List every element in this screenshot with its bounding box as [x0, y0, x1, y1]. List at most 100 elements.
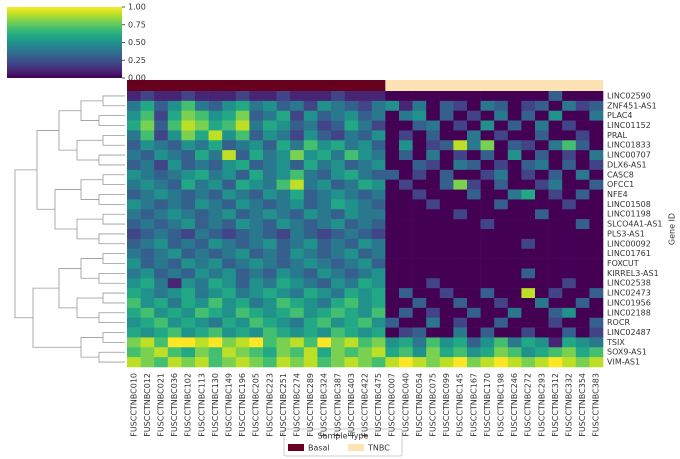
cell: [507, 219, 522, 230]
cell: [317, 347, 332, 358]
column-label: FUSCCTNBC021: [157, 373, 166, 437]
cell: [548, 100, 563, 112]
cell: [195, 317, 209, 328]
cell: [385, 307, 400, 319]
cell: [235, 169, 250, 181]
cell: [467, 238, 481, 250]
cell: [439, 238, 454, 250]
cell: [480, 357, 495, 368]
cell: [589, 317, 604, 328]
cell: [331, 160, 345, 171]
cell: [385, 357, 400, 368]
cell: [426, 357, 441, 368]
cell: [222, 110, 237, 121]
cell: [358, 179, 373, 190]
cell: [494, 337, 509, 348]
cell: [521, 91, 536, 102]
cell: [589, 357, 604, 368]
column-label: FUSCCTNBC475: [374, 373, 383, 437]
cell: [344, 169, 359, 181]
row-label: VIM-AS1: [607, 358, 640, 367]
cell: [399, 100, 413, 112]
cell: [521, 258, 536, 269]
cell: [507, 189, 522, 200]
cell: [399, 150, 413, 161]
cell: [507, 199, 522, 210]
cell: [181, 278, 196, 289]
cell: [535, 169, 549, 181]
cell: [507, 347, 522, 358]
cell: [439, 258, 454, 269]
cell: [344, 130, 359, 141]
cell: [303, 317, 318, 328]
cell: [385, 91, 400, 102]
cell: [589, 100, 604, 112]
cell: [399, 179, 413, 190]
cell: [385, 258, 400, 269]
cell: [589, 238, 604, 250]
cell: [235, 288, 250, 299]
cell: [575, 347, 590, 358]
cell: [426, 110, 441, 121]
cell: [426, 100, 441, 112]
cell: [235, 120, 250, 131]
cell: [303, 307, 318, 319]
cell: [317, 288, 332, 299]
column-label: FUSCCTNBC422: [361, 373, 370, 437]
cell: [412, 248, 427, 259]
cell: [480, 120, 495, 131]
cell: [127, 229, 141, 240]
cell: [399, 199, 413, 210]
cell: [467, 140, 481, 151]
cell: [371, 160, 386, 171]
row-label: LINC01152: [607, 121, 651, 130]
cell: [412, 327, 427, 338]
cell: [140, 140, 155, 151]
cell: [399, 169, 413, 181]
cell: [358, 357, 373, 368]
cell: [195, 91, 209, 102]
cell: [589, 150, 604, 161]
cell: [344, 298, 359, 309]
cell: [412, 357, 427, 368]
cell: [494, 307, 509, 319]
row-label: KIRREL3-AS1: [607, 269, 659, 278]
cell: [507, 357, 522, 368]
cell: [276, 140, 291, 151]
cell: [303, 169, 318, 181]
cell: [453, 179, 468, 190]
cell: [276, 209, 291, 220]
cell: [575, 160, 590, 171]
cell: [358, 100, 373, 112]
cell: [412, 238, 427, 250]
cell: [439, 91, 454, 102]
cell: [548, 268, 563, 279]
cell: [371, 189, 386, 200]
cell: [575, 298, 590, 309]
cell: [331, 307, 345, 319]
cell: [439, 347, 454, 358]
cell: [467, 337, 481, 348]
cell: [589, 219, 604, 230]
cell: [249, 327, 264, 338]
cell: [548, 248, 563, 259]
cell: [426, 248, 441, 259]
cell: [426, 120, 441, 131]
cell: [263, 199, 277, 210]
cell: [167, 288, 182, 299]
cell: [208, 258, 223, 269]
cell: [426, 209, 441, 220]
cell: [589, 130, 604, 141]
cell: [535, 160, 549, 171]
cell: [521, 110, 536, 121]
cell: [181, 130, 196, 141]
cell: [535, 100, 549, 112]
cell: [439, 229, 454, 240]
cell: [371, 357, 386, 368]
cell: [412, 179, 427, 190]
cell: [562, 150, 577, 161]
cell: [140, 179, 155, 190]
cell: [562, 100, 577, 112]
cell: [494, 317, 509, 328]
